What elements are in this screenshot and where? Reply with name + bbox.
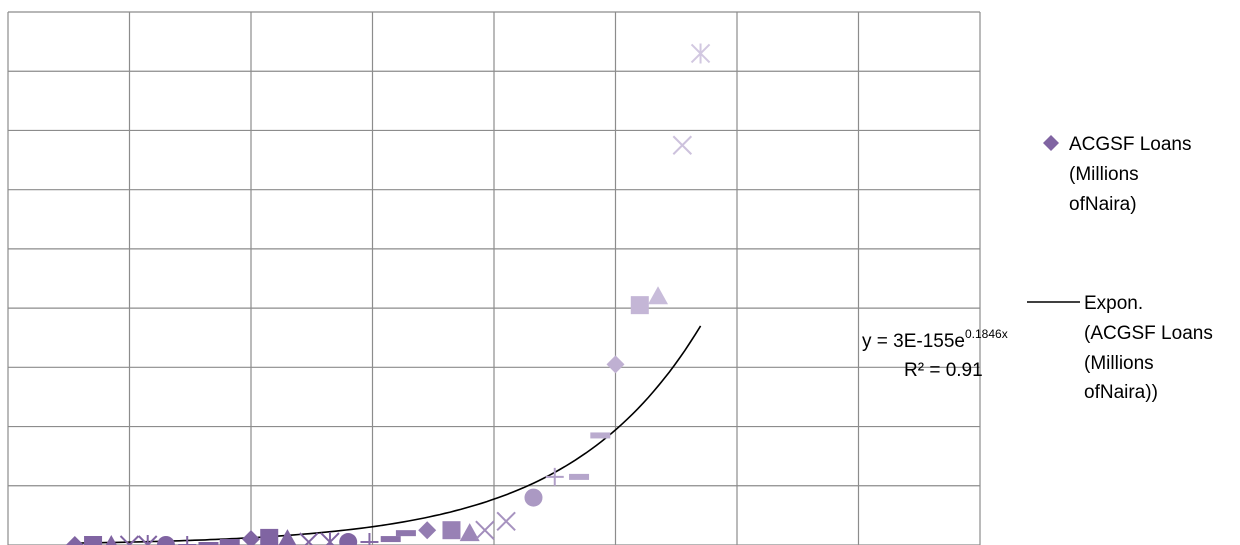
data-point-triangle [278, 529, 297, 545]
data-point-star [320, 532, 340, 545]
data-point-dash [380, 536, 401, 543]
plot-grid [7, 11, 981, 545]
data-point-dash [198, 542, 219, 545]
data-point-square [84, 536, 103, 545]
legend-diamond-marker [1043, 135, 1059, 151]
data-point-x [496, 511, 516, 532]
legend-trendline-label-line-2: (ACGSF Loans [1084, 323, 1213, 344]
data-point-star [138, 535, 158, 545]
data-point-dash [569, 473, 590, 480]
data-point-circle [156, 536, 175, 545]
data-point-dash [219, 539, 240, 545]
trendline-layer [74, 325, 702, 544]
data-point-x [299, 532, 319, 545]
data-point-triangle [648, 286, 669, 305]
data-point-triangle [459, 523, 480, 542]
data-point-diamond [418, 521, 437, 540]
data-point-diamond [606, 355, 625, 374]
data-point-dash [590, 432, 611, 439]
legend-series-label-line-3: ofNaira) [1069, 194, 1137, 215]
data-point-star [690, 43, 711, 64]
legend-item-trendline: Expon. (ACGSF Loans (Millions ofNaira)) [1027, 293, 1213, 403]
legend-item-series: ACGSF Loans (Millions ofNaira) [1043, 134, 1192, 215]
equation-base: y = 3E-155e [862, 331, 965, 352]
equation-text: y = 3E-155e0.1846x [862, 327, 1008, 352]
data-point-plus [360, 533, 379, 545]
exponential-trendline [74, 325, 702, 544]
trendline-equation: y = 3E-155e0.1846x R² = 0.91 [862, 327, 1008, 381]
data-point-x [475, 520, 495, 540]
data-point-dash [395, 530, 416, 537]
r-squared-text: R² = 0.91 [904, 360, 983, 381]
equation-exponent: 0.1846x [965, 327, 1008, 341]
legend-trendline-label-line-1: Expon. [1084, 293, 1143, 314]
data-point-x [672, 135, 693, 155]
legend-series-label-line-2: (Millions [1069, 164, 1139, 185]
data-point-x [119, 535, 140, 545]
data-point-diamond [65, 536, 84, 545]
legend-trendline-label-line-4: ofNaira)) [1084, 382, 1158, 403]
data-point-plus [178, 536, 197, 545]
data-point-plus [545, 467, 564, 486]
data-point-diamond [242, 530, 260, 545]
legend: ACGSF Loans (Millions ofNaira) Expon. (A… [1027, 134, 1213, 403]
data-point-circle [339, 533, 358, 545]
data-point-square [442, 521, 461, 540]
legend-series-label-line-1: ACGSF Loans [1069, 134, 1192, 155]
data-point-square [260, 528, 279, 545]
data-points [65, 43, 711, 545]
legend-trendline-label-line-3: (Millions [1084, 353, 1154, 374]
data-point-triangle [105, 535, 117, 545]
data-point-square [630, 296, 649, 315]
data-point-circle [524, 488, 543, 507]
